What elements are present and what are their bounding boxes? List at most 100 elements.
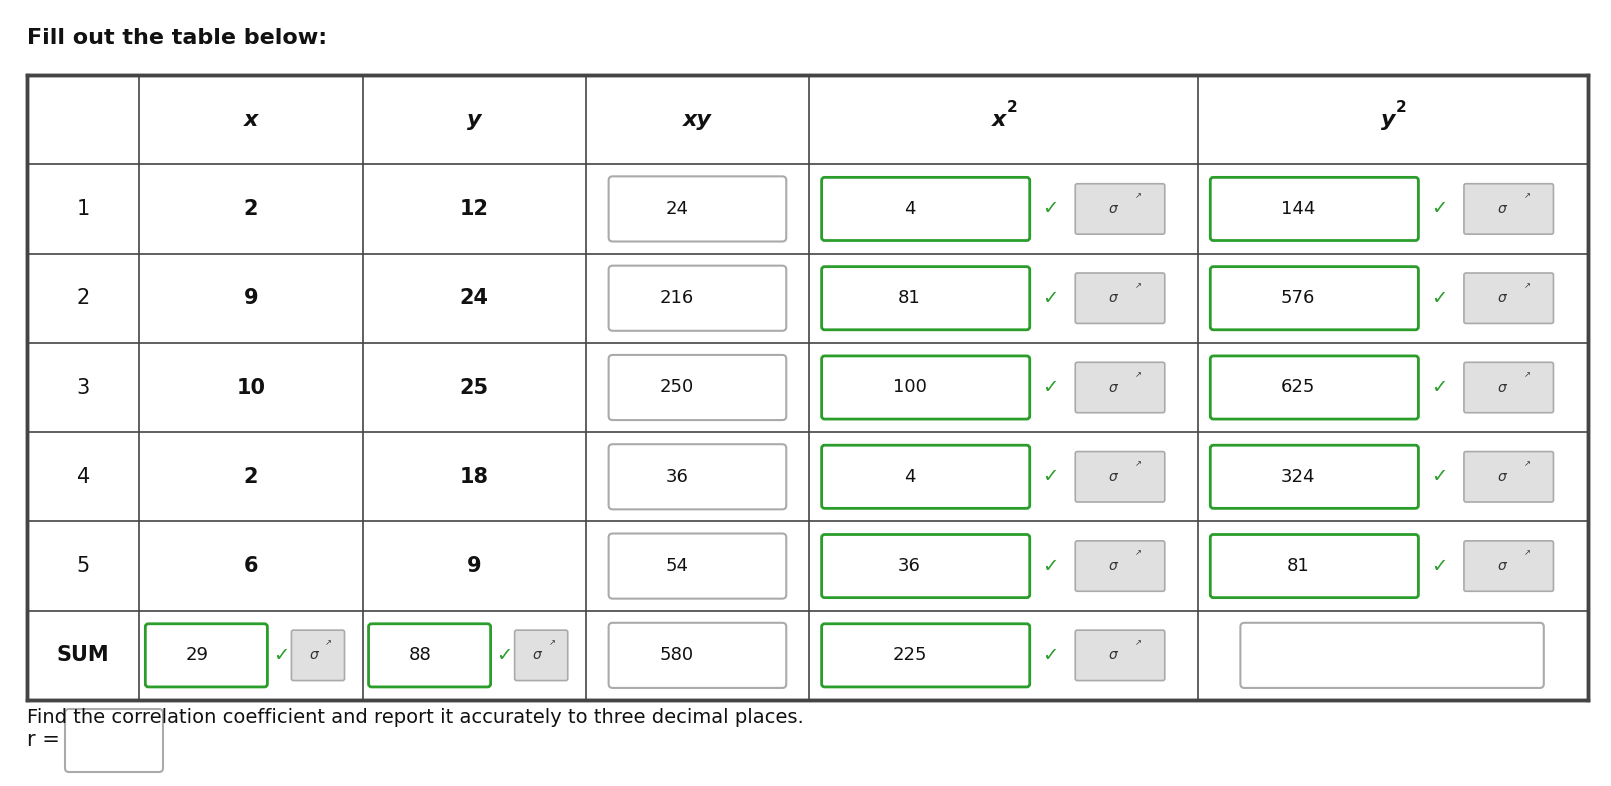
FancyBboxPatch shape	[1075, 630, 1165, 681]
Text: ↗: ↗	[1524, 281, 1530, 290]
Text: ✓: ✓	[1042, 556, 1058, 575]
FancyBboxPatch shape	[1075, 273, 1165, 323]
Text: 24: 24	[459, 288, 488, 308]
FancyBboxPatch shape	[145, 624, 267, 687]
FancyBboxPatch shape	[822, 624, 1029, 687]
FancyBboxPatch shape	[609, 623, 786, 688]
Text: 5: 5	[77, 556, 90, 576]
Text: 36: 36	[897, 557, 921, 575]
Text: 25: 25	[459, 377, 488, 398]
Text: xy: xy	[683, 109, 712, 130]
Text: Fill out the table below:: Fill out the table below:	[27, 28, 327, 48]
FancyBboxPatch shape	[1210, 356, 1418, 419]
Text: r =: r =	[27, 730, 60, 751]
Text: 2: 2	[1395, 100, 1406, 115]
Text: 3: 3	[77, 377, 90, 398]
Text: 576: 576	[1281, 289, 1315, 307]
FancyBboxPatch shape	[609, 266, 786, 331]
Text: ✓: ✓	[1042, 288, 1058, 307]
Text: ↗: ↗	[325, 638, 332, 647]
Text: ✓: ✓	[1431, 556, 1447, 575]
Text: σ: σ	[1498, 470, 1506, 484]
Text: σ: σ	[1498, 559, 1506, 573]
Text: 9: 9	[467, 556, 482, 576]
Text: 4: 4	[904, 468, 915, 486]
FancyBboxPatch shape	[822, 445, 1029, 509]
Text: σ: σ	[1108, 202, 1118, 216]
Text: ↗: ↗	[1524, 192, 1530, 200]
Text: σ: σ	[533, 648, 541, 663]
Text: 54: 54	[665, 557, 688, 575]
Text: 250: 250	[661, 379, 694, 396]
Text: ✓: ✓	[496, 646, 512, 665]
Text: x: x	[992, 109, 1007, 130]
Text: σ: σ	[1498, 202, 1506, 216]
Text: 81: 81	[897, 289, 921, 307]
FancyBboxPatch shape	[1240, 623, 1543, 688]
FancyBboxPatch shape	[1464, 541, 1553, 591]
Text: 144: 144	[1281, 200, 1315, 218]
Text: 216: 216	[661, 289, 694, 307]
FancyBboxPatch shape	[1210, 178, 1418, 241]
Text: Find the correlation coefficient and report it accurately to three decimal place: Find the correlation coefficient and rep…	[27, 708, 804, 727]
Text: 10: 10	[237, 377, 266, 398]
Text: ↗: ↗	[1136, 459, 1142, 468]
Text: ✓: ✓	[1431, 200, 1447, 219]
Text: y: y	[1381, 109, 1395, 130]
FancyBboxPatch shape	[292, 630, 345, 681]
Text: σ: σ	[1498, 380, 1506, 395]
FancyBboxPatch shape	[1464, 273, 1553, 323]
FancyBboxPatch shape	[514, 630, 567, 681]
Text: ↗: ↗	[1136, 549, 1142, 557]
Text: σ: σ	[1108, 380, 1118, 395]
Text: SUM: SUM	[56, 645, 110, 666]
Text: σ: σ	[1108, 292, 1118, 305]
Text: 2: 2	[77, 288, 90, 308]
FancyBboxPatch shape	[1075, 452, 1165, 502]
Text: x: x	[243, 109, 258, 130]
Text: ↗: ↗	[1136, 370, 1142, 379]
Text: ↗: ↗	[1524, 549, 1530, 557]
Text: y: y	[467, 109, 482, 130]
Text: σ: σ	[1498, 292, 1506, 305]
FancyBboxPatch shape	[822, 356, 1029, 419]
FancyBboxPatch shape	[822, 266, 1029, 330]
FancyBboxPatch shape	[1210, 534, 1418, 597]
Text: 18: 18	[459, 467, 488, 487]
Text: ✓: ✓	[1042, 468, 1058, 487]
Text: 9: 9	[243, 288, 258, 308]
Text: ✓: ✓	[1431, 288, 1447, 307]
Text: 1: 1	[77, 199, 90, 219]
FancyBboxPatch shape	[1464, 362, 1553, 413]
FancyBboxPatch shape	[1075, 362, 1165, 413]
Text: 625: 625	[1281, 379, 1315, 396]
Text: 81: 81	[1287, 557, 1310, 575]
Text: 12: 12	[459, 199, 488, 219]
Text: ↗: ↗	[1136, 192, 1142, 200]
FancyBboxPatch shape	[609, 534, 786, 599]
Text: ↗: ↗	[1136, 281, 1142, 290]
Text: σ: σ	[309, 648, 319, 663]
Text: 580: 580	[661, 646, 694, 664]
FancyBboxPatch shape	[1075, 184, 1165, 234]
Text: ✓: ✓	[1042, 646, 1058, 665]
Text: ✓: ✓	[1042, 378, 1058, 397]
Text: ✓: ✓	[1042, 200, 1058, 219]
Text: 2: 2	[1007, 100, 1018, 115]
Text: ↗: ↗	[1524, 459, 1530, 468]
Text: σ: σ	[1108, 648, 1118, 663]
FancyBboxPatch shape	[1210, 266, 1418, 330]
FancyBboxPatch shape	[1210, 445, 1418, 509]
FancyBboxPatch shape	[369, 624, 491, 687]
FancyBboxPatch shape	[609, 176, 786, 241]
Text: 4: 4	[904, 200, 915, 218]
Text: 29: 29	[185, 646, 208, 664]
FancyBboxPatch shape	[822, 178, 1029, 241]
Text: 225: 225	[892, 646, 926, 664]
FancyBboxPatch shape	[1464, 184, 1553, 234]
Text: 88: 88	[409, 646, 432, 664]
FancyBboxPatch shape	[822, 534, 1029, 597]
Text: 36: 36	[665, 468, 688, 486]
Text: ↗: ↗	[1524, 370, 1530, 379]
FancyBboxPatch shape	[609, 355, 786, 420]
